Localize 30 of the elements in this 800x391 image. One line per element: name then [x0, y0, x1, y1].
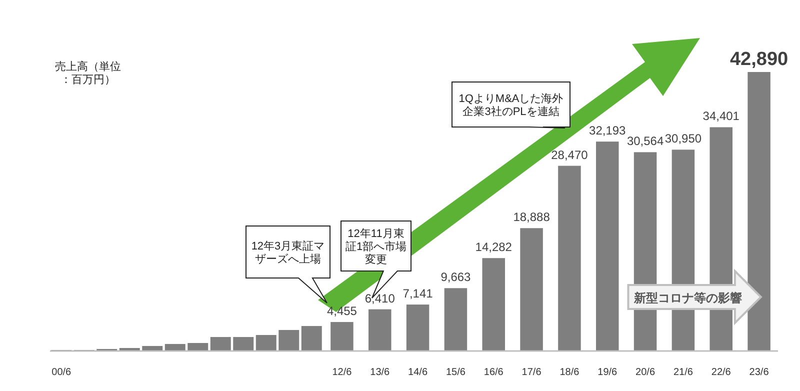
data-label: 7,141 — [402, 286, 434, 301]
data-label: 30,564 — [626, 134, 664, 148]
x-tick-label: 17/6 — [522, 367, 542, 378]
x-tick-label: 14/6 — [408, 367, 428, 378]
x-tick-label: 13/6 — [370, 367, 390, 378]
data-label: 9,663 — [440, 270, 472, 284]
data-label: 14,282 — [475, 240, 512, 254]
annotation: 12年11月東証1部へ市場変更 — [345, 227, 407, 266]
x-tick-label: 18/6 — [560, 367, 580, 378]
x-tick-label: 12/6 — [332, 367, 352, 378]
x-tick-label: 23/6 — [749, 367, 770, 378]
x-tick-label: 20/6 — [636, 367, 656, 378]
x-tick-label: 16/6 — [484, 367, 504, 378]
annotation: 1QよりM&Aした海外企業3社のPLを連結 — [458, 93, 564, 118]
data-label: 18,888 — [513, 210, 550, 224]
data-label: 28,470 — [551, 148, 588, 162]
x-tick-label: 15/6 — [446, 367, 466, 378]
data-label: 32,193 — [589, 124, 626, 138]
annotation: 12年3月東証マザーズへ上場 — [251, 240, 325, 266]
data-label: 6,410 — [364, 291, 396, 306]
data-label: 4,455 — [326, 304, 358, 318]
x-tick-label: 00/6 — [52, 367, 72, 378]
y-axis-title: 売上高（単位：百万円） — [55, 60, 121, 86]
x-tick-label: 19/6 — [598, 367, 618, 378]
annotation: 新型コロナ等の影響 — [633, 291, 742, 305]
x-tick-label: 22/6 — [711, 367, 732, 378]
x-tick-label: 21/6 — [673, 367, 694, 378]
data-label: 42,890 — [730, 49, 788, 70]
data-label: 34,401 — [702, 109, 740, 124]
data-label: 30,950 — [664, 132, 702, 146]
